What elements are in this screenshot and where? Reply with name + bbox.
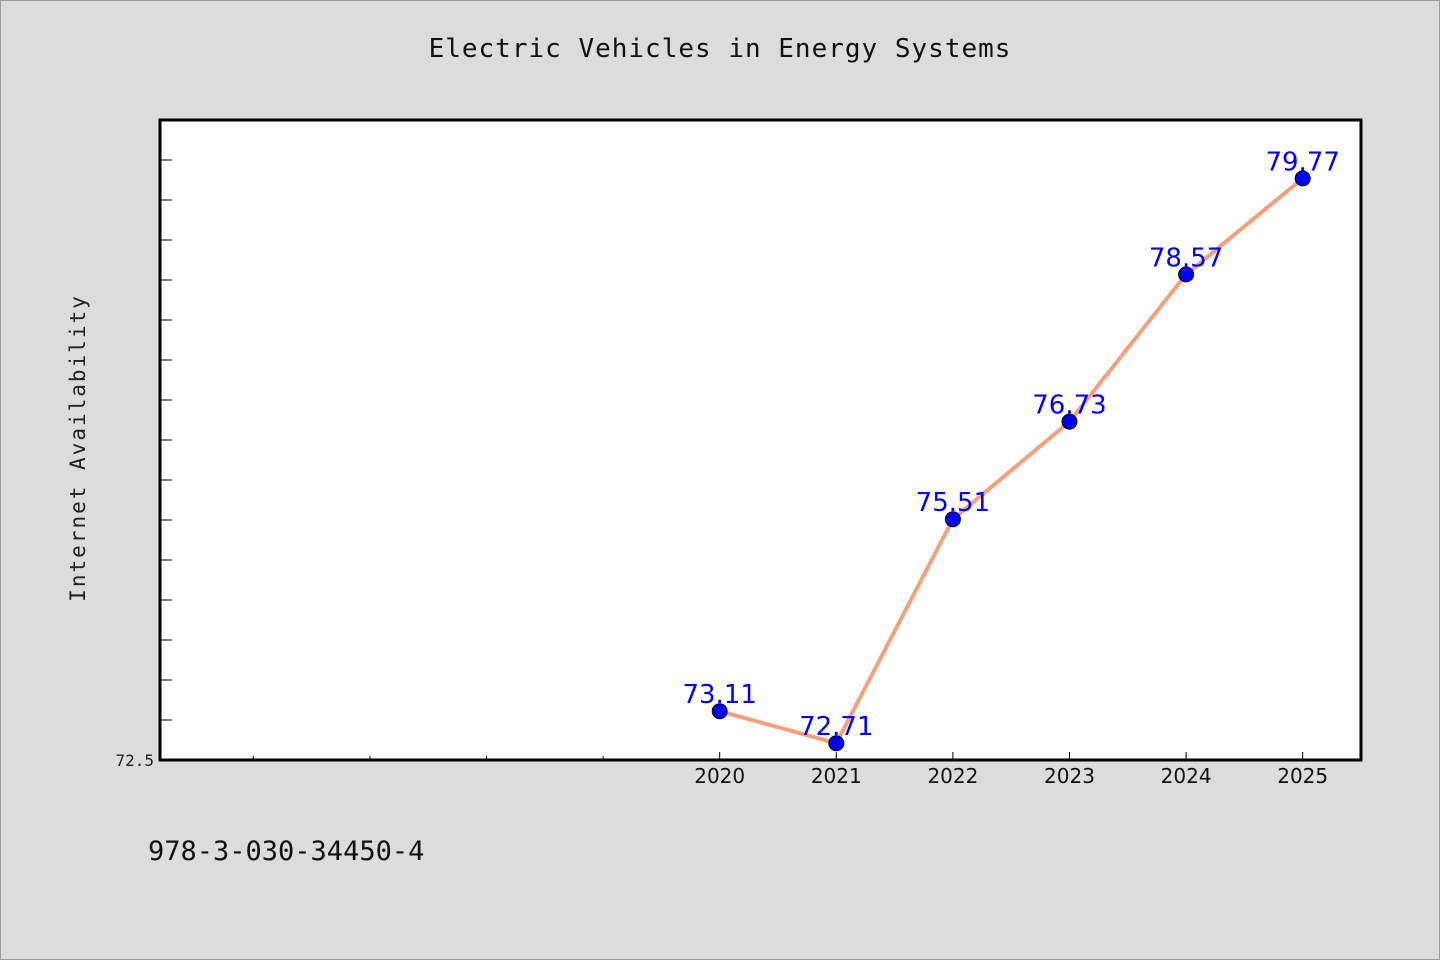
data-point (828, 735, 845, 752)
data-labels: 73.11 72.71 75.51 76.73 78.57 79.77 (682, 147, 1339, 742)
x-tick-label: 2025 (1277, 764, 1328, 788)
x-tick-label: 2024 (1161, 764, 1212, 788)
y-axis-ticks (160, 159, 172, 721)
x-tick-label: 2022 (927, 764, 978, 788)
chart-title: Electric Vehicles in Energy Systems (428, 34, 1012, 64)
data-label: 79.77 (1265, 147, 1339, 177)
data-label: 75.51 (916, 488, 990, 518)
series-lines (719, 176, 1304, 746)
series-line (719, 176, 1304, 746)
data-point (711, 703, 728, 720)
data-label: 72.71 (799, 712, 873, 742)
plot-area (158, 118, 1363, 762)
data-point (1294, 170, 1311, 187)
data-label: 76.73 (1032, 391, 1106, 421)
data-point (1178, 266, 1195, 283)
x-tick-label: 2021 (811, 764, 862, 788)
x-axis-tick-labels: 2020 2021 2022 2023 2024 2025 (694, 764, 1328, 788)
data-label: 73.11 (682, 680, 756, 710)
x-tick-label: 2020 (694, 764, 745, 788)
y-tick-label-min: 72.5 (115, 751, 154, 770)
isbn-text: 978-3-030-34450-4 (148, 836, 425, 867)
data-point (1061, 413, 1078, 430)
x-axis-ticks (252, 752, 1304, 760)
series-markers (711, 170, 1311, 752)
data-point (944, 511, 961, 528)
data-label: 78.57 (1149, 243, 1223, 273)
x-tick-label: 2023 (1044, 764, 1095, 788)
